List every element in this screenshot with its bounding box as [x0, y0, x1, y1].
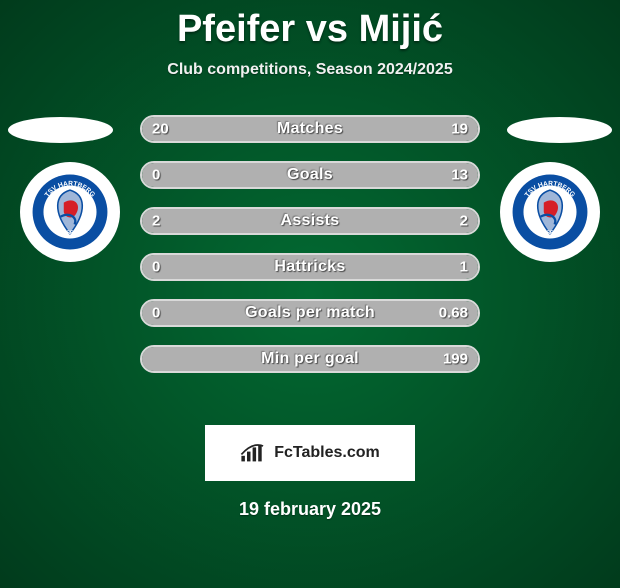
stat-label: Assists: [142, 212, 478, 230]
stat-bar: 199Min per goal: [140, 345, 480, 373]
comparison-panel: TSV HARTBERG FUSSBALL TSV HARTBERG FUSSB…: [0, 107, 620, 407]
stat-bar: 22Assists: [140, 207, 480, 235]
stat-bars: 2019Matches 013Goals 22Assists 01Hattricks 0…: [140, 115, 480, 391]
branding-text: FcTables.com: [274, 444, 380, 462]
right-team-badge: TSV HARTBERG FUSSBALL: [500, 162, 600, 262]
branding-box: FcTables.com: [205, 425, 415, 481]
left-ellipse-decoration: [8, 117, 113, 143]
shield-icon: TSV HARTBERG FUSSBALL: [31, 173, 109, 251]
stat-bar: 00.68Goals per match: [140, 299, 480, 327]
stat-label: Matches: [142, 120, 478, 138]
page-title: Pfeifer vs Mijić: [0, 8, 620, 51]
stat-label: Goals per match: [142, 304, 478, 322]
stat-bar: 2019Matches: [140, 115, 480, 143]
subtitle: Club competitions, Season 2024/2025: [0, 61, 620, 79]
date-label: 19 february 2025: [0, 499, 620, 520]
right-ellipse-decoration: [507, 117, 612, 143]
stat-label: Min per goal: [142, 350, 478, 368]
shield-icon: TSV HARTBERG FUSSBALL: [511, 173, 589, 251]
stat-bar: 01Hattricks: [140, 253, 480, 281]
stat-bar: 013Goals: [140, 161, 480, 189]
stat-label: Hattricks: [142, 258, 478, 276]
bars-icon: [240, 443, 268, 463]
stat-label: Goals: [142, 166, 478, 184]
left-team-badge: TSV HARTBERG FUSSBALL: [20, 162, 120, 262]
